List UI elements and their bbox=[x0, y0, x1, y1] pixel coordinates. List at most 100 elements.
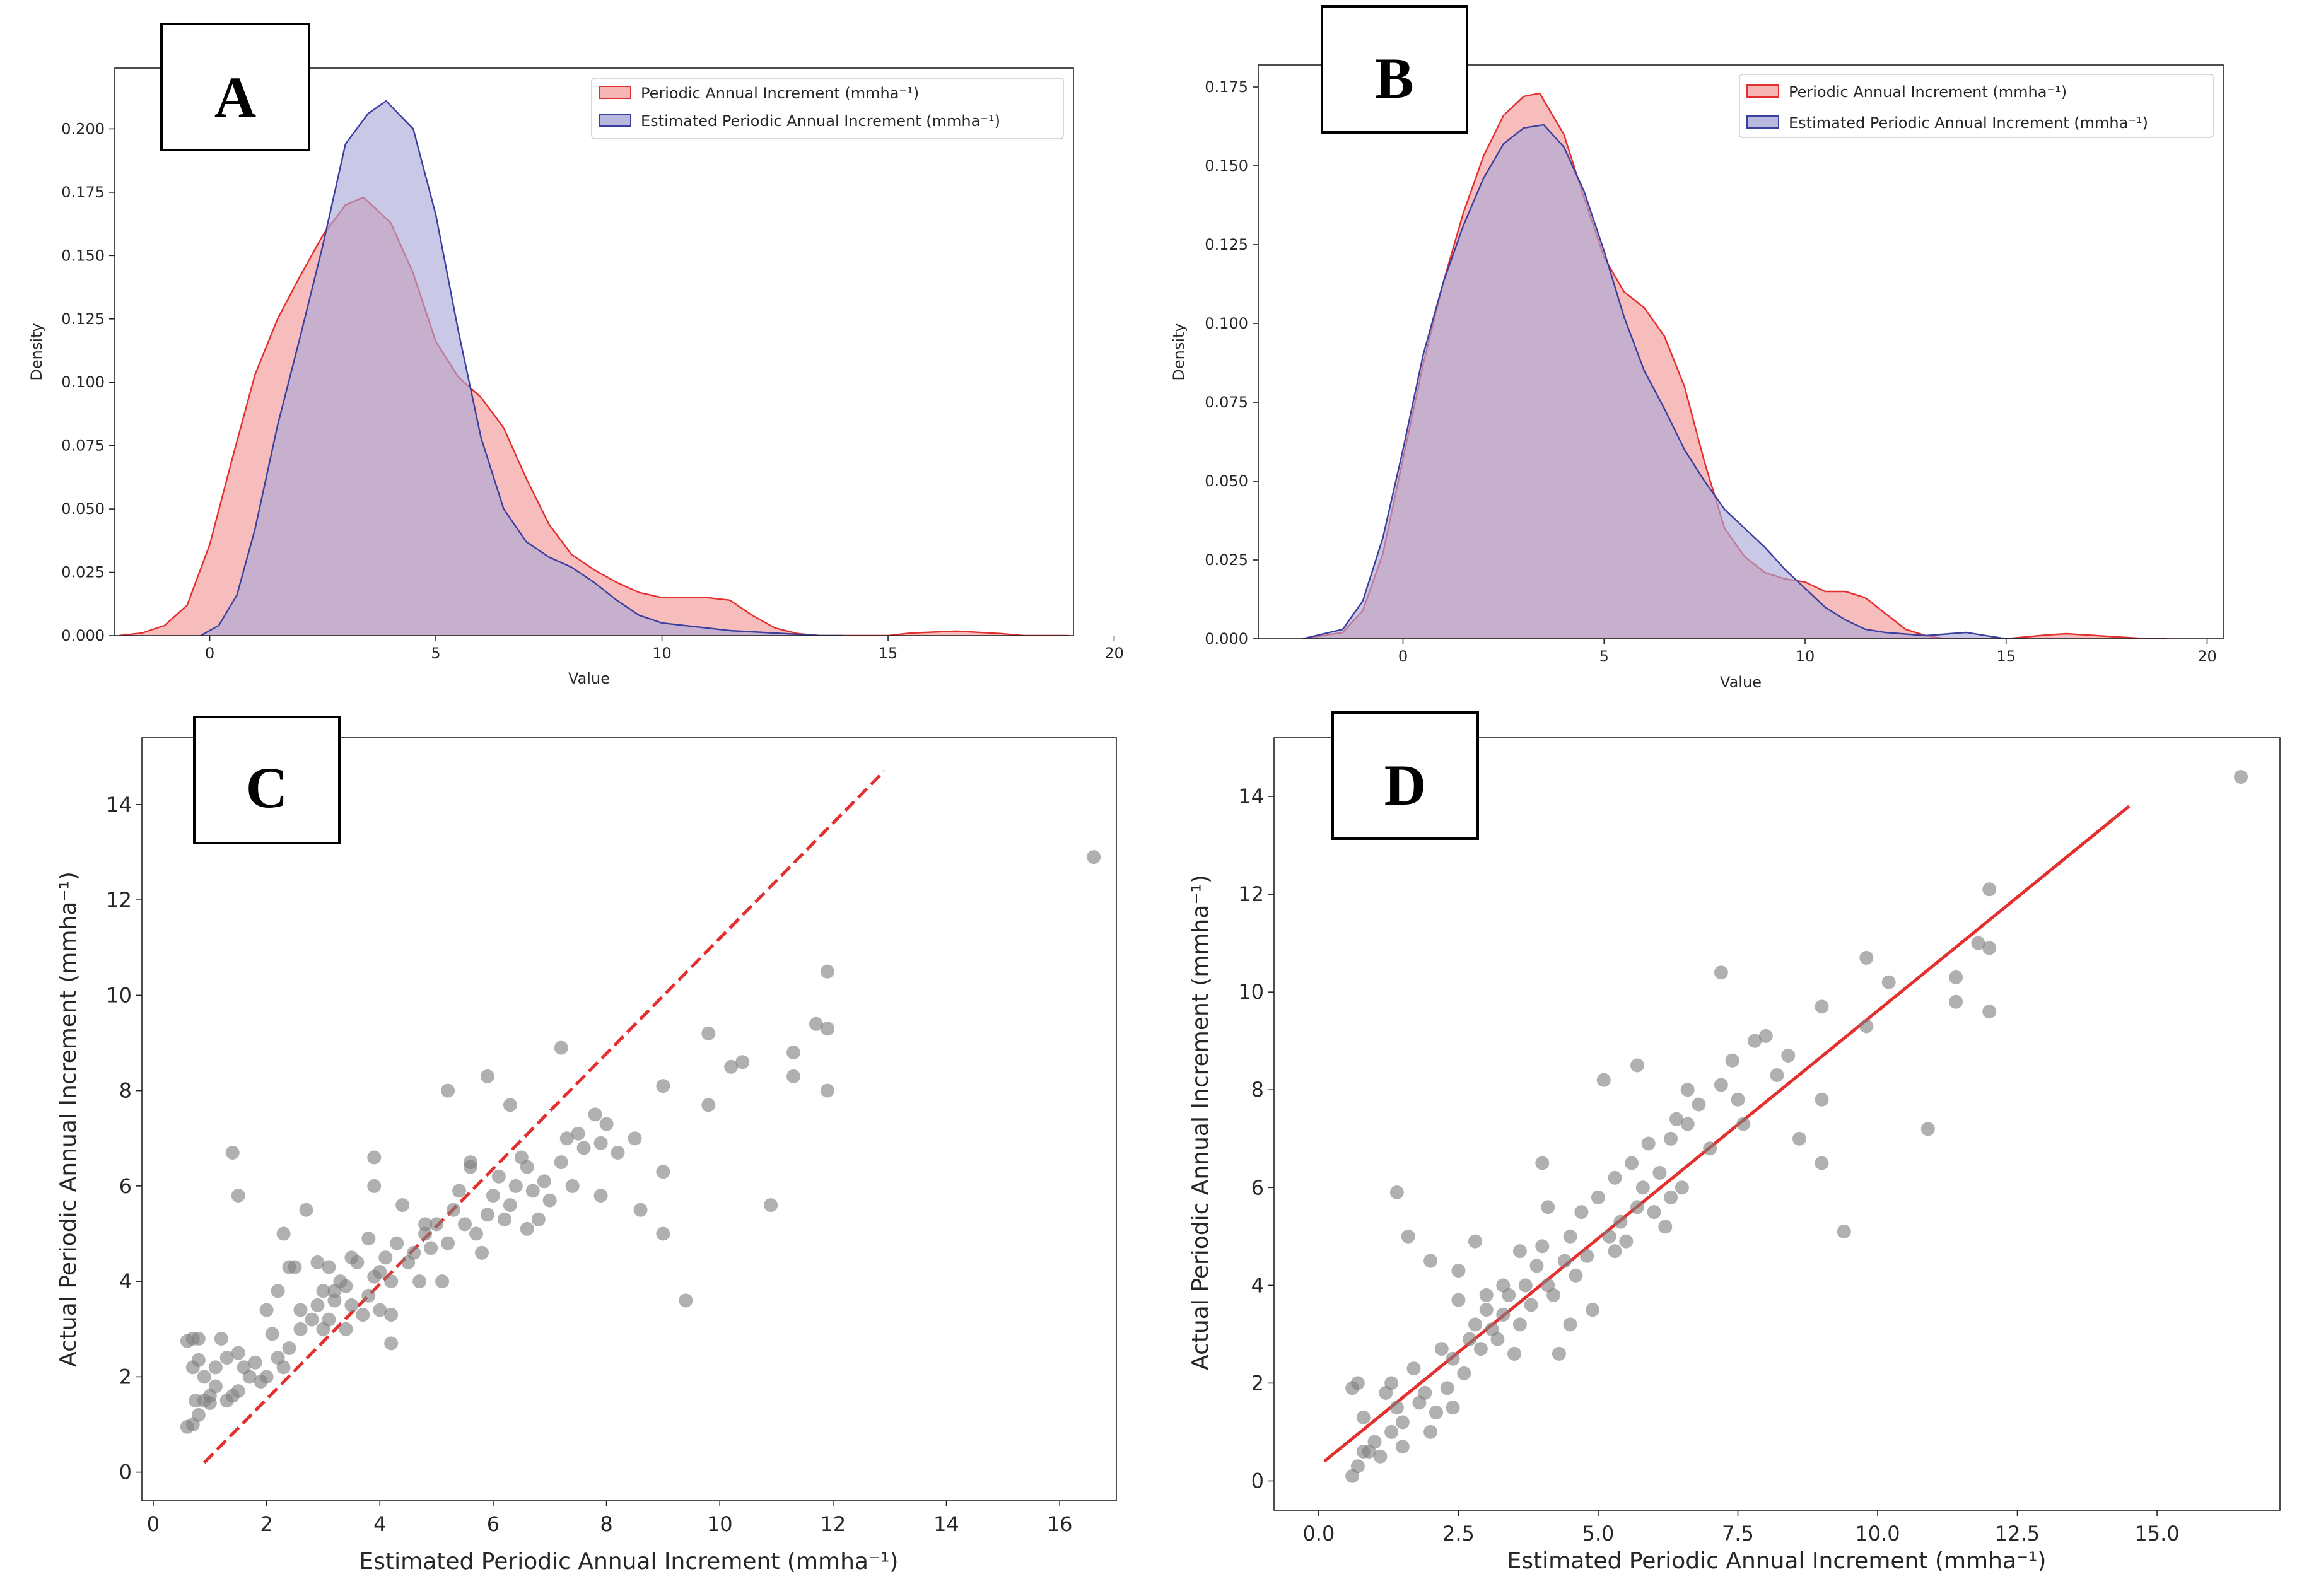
y-tick-label: 2 bbox=[119, 1365, 132, 1389]
legend-swatch-estimated-pai bbox=[1746, 115, 1779, 129]
scatter-point bbox=[1949, 994, 1963, 1009]
scatter-point bbox=[508, 1179, 523, 1193]
scatter-point bbox=[1586, 1303, 1600, 1317]
scatter-point bbox=[656, 1226, 670, 1241]
axes-frame bbox=[114, 67, 1074, 636]
scatter-point bbox=[735, 1055, 750, 1069]
scatter-point bbox=[271, 1284, 285, 1298]
scatter-point bbox=[1401, 1229, 1415, 1244]
y-axis-label: Density bbox=[1170, 323, 1188, 380]
scatter-point bbox=[316, 1284, 330, 1298]
y-tick-label: 6 bbox=[119, 1174, 132, 1198]
scatter-point bbox=[1479, 1303, 1494, 1317]
y-tick-label: 0.200 bbox=[61, 120, 105, 137]
scatter-point bbox=[1490, 1332, 1505, 1346]
x-tick-label: 0 bbox=[205, 644, 214, 662]
scatter-point bbox=[418, 1217, 433, 1232]
scatter-point bbox=[231, 1346, 245, 1360]
scatter-point bbox=[1608, 1170, 1622, 1185]
scatter-point bbox=[214, 1331, 228, 1346]
scatter-point bbox=[293, 1303, 308, 1317]
panel-label-box bbox=[1321, 5, 1468, 134]
x-axis-label: Value bbox=[1720, 673, 1762, 691]
legend-label-estimated-pai: Estimated Periodic Annual Increment (mmh… bbox=[1789, 114, 2148, 132]
scatter-point bbox=[435, 1274, 450, 1289]
scatter-point bbox=[503, 1198, 517, 1213]
scatter-point bbox=[441, 1236, 455, 1250]
scatter-point bbox=[1692, 1097, 1706, 1112]
scatter-point bbox=[1479, 1288, 1494, 1302]
scatter-point bbox=[1664, 1190, 1678, 1204]
scatter-point bbox=[1680, 1083, 1695, 1097]
scatter-point bbox=[1395, 1415, 1410, 1430]
scatter-point bbox=[1379, 1385, 1393, 1400]
x-tick-label: 12.5 bbox=[1995, 1522, 2040, 1546]
scatter-point bbox=[1496, 1278, 1511, 1293]
scatter-point bbox=[1429, 1405, 1443, 1419]
scatter-point bbox=[424, 1241, 438, 1255]
scatter-point bbox=[276, 1360, 291, 1375]
scatter-point bbox=[282, 1341, 296, 1355]
scatter-point bbox=[1630, 1058, 1644, 1073]
x-tick-label: 10 bbox=[707, 1512, 733, 1536]
y-tick-label: 0.150 bbox=[1205, 157, 1248, 175]
scatter-point bbox=[1512, 1244, 1527, 1259]
y-tick-label: 0.125 bbox=[1205, 236, 1248, 253]
scatter-point bbox=[486, 1189, 500, 1203]
scatter-point bbox=[191, 1331, 206, 1346]
scatter-point bbox=[593, 1189, 608, 1203]
scatter-point bbox=[1664, 1131, 1678, 1146]
legend-label-pai: Periodic Annual Increment (mmha⁻¹) bbox=[1789, 83, 2067, 101]
scatter-point bbox=[571, 1126, 585, 1141]
x-tick-label: 10.0 bbox=[1855, 1522, 1900, 1546]
plot-area bbox=[1302, 92, 2167, 639]
scatter-point bbox=[1389, 1185, 1404, 1199]
y-tick-label: 14 bbox=[1238, 784, 1264, 808]
scatter-point bbox=[464, 1155, 477, 1170]
scatter-point bbox=[1971, 936, 1985, 950]
scatter-point bbox=[407, 1245, 421, 1260]
x-tick-label: 15 bbox=[879, 644, 898, 662]
panel-label: A bbox=[214, 65, 256, 129]
x-tick-label: 16 bbox=[1047, 1512, 1073, 1536]
scatter-point bbox=[1087, 850, 1101, 865]
y-axis-label: Actual Periodic Annual Increment (mmha⁻¹… bbox=[56, 871, 81, 1367]
panel-label: B bbox=[1375, 46, 1413, 110]
x-tick-label: 2.5 bbox=[1442, 1522, 1475, 1546]
scatter-point bbox=[628, 1131, 642, 1146]
scatter-point bbox=[1714, 965, 1728, 980]
x-tick-label: 20 bbox=[1104, 644, 1124, 662]
scatter-point bbox=[786, 1069, 800, 1083]
scatter-point bbox=[1680, 1117, 1695, 1131]
scatter-point bbox=[1446, 1401, 1460, 1415]
estimated-pai-density-line bbox=[200, 100, 843, 636]
scatter-point bbox=[441, 1083, 455, 1098]
y-tick-label: 12 bbox=[106, 888, 132, 912]
scatter-point bbox=[1602, 1229, 1616, 1244]
scatter-point bbox=[327, 1293, 342, 1308]
estimated-pai-density-fill bbox=[201, 101, 843, 636]
reference-line bbox=[203, 770, 886, 1464]
legend-box bbox=[1739, 74, 2214, 138]
scatter-point bbox=[1669, 1112, 1683, 1126]
scatter-point bbox=[191, 1353, 206, 1367]
y-axis-label: Density bbox=[28, 323, 45, 380]
scatter-point bbox=[576, 1141, 591, 1155]
scatter-point bbox=[1423, 1424, 1438, 1439]
scatter-point bbox=[288, 1260, 302, 1274]
scatter-point bbox=[361, 1288, 376, 1303]
legend-swatch-estimated-pai bbox=[599, 114, 631, 127]
scatter-point bbox=[1451, 1264, 1466, 1278]
scatter-point bbox=[412, 1274, 427, 1289]
x-tick-label: 15.0 bbox=[2134, 1522, 2179, 1546]
scatter-point bbox=[361, 1232, 376, 1246]
scatter-point bbox=[1596, 1073, 1611, 1087]
scatter-point bbox=[1675, 1180, 1689, 1195]
scatter-point bbox=[259, 1370, 274, 1384]
scatter-point bbox=[1792, 1131, 1806, 1146]
scatter-point bbox=[1591, 1190, 1605, 1204]
scatter-point bbox=[1630, 1200, 1644, 1214]
scatter-point bbox=[1725, 1053, 1739, 1068]
x-tick-label: 10 bbox=[652, 644, 672, 662]
